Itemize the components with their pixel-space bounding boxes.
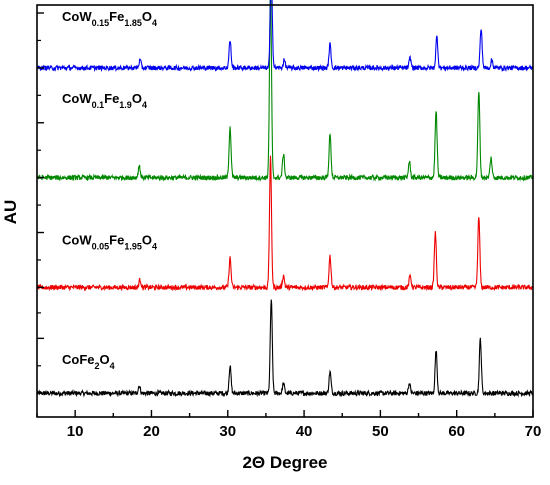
x-tick-label-60: 60	[448, 423, 465, 440]
series-line-3	[36, 0, 534, 183]
series-layer	[36, 0, 534, 398]
series-label-1: CoFe2O4	[62, 352, 115, 371]
x-tick-label-70: 70	[525, 423, 542, 440]
plot-frame	[36, 4, 534, 418]
x-tick-label-10: 10	[67, 423, 84, 440]
labels-layer: CoFe2O4 CoW0.05Fe1.95O4 CoW0.1Fe1.9O4 CoW0.…	[62, 9, 157, 371]
x-tick-label-20: 20	[143, 423, 160, 440]
x-axis-title: 2Θ Degree	[242, 453, 327, 472]
x-tick-label-50: 50	[372, 423, 389, 440]
x-tick-label-30: 30	[219, 423, 236, 440]
y-axis-title: AU	[1, 200, 20, 225]
series-line-2	[36, 155, 534, 292]
series-label-3: CoW0.1Fe1.9O4	[62, 91, 147, 110]
x-tick-label-40: 40	[296, 423, 313, 440]
series-label-4: CoW0.15Fe1.85O4	[62, 9, 157, 28]
ticks-layer: 10 20 30 40 50 60 70	[36, 12, 542, 440]
series-label-2: CoW0.05Fe1.95O4	[62, 232, 157, 251]
series-line-1	[36, 299, 534, 398]
series-line-4	[36, 0, 534, 73]
